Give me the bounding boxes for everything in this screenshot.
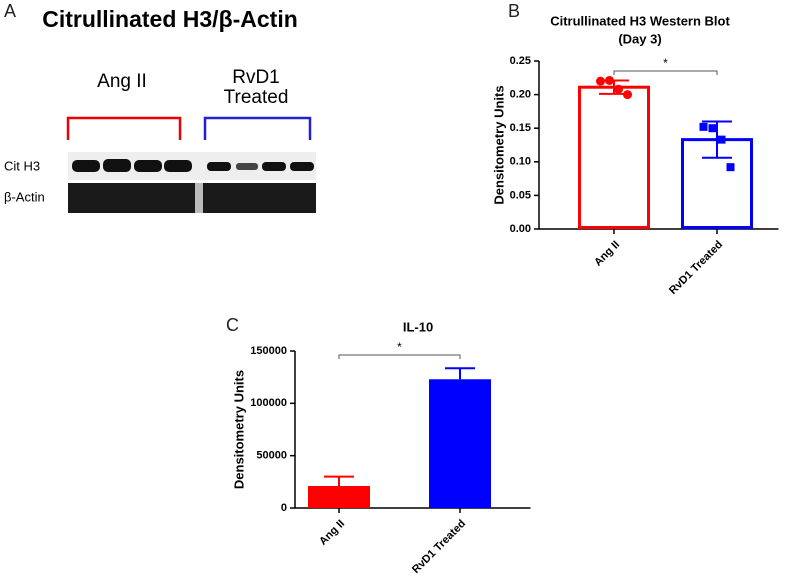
blot-group: Ang II	[97, 71, 147, 92]
blot-strip	[68, 183, 316, 213]
chart-title: IL-10	[403, 319, 433, 334]
data-point	[596, 76, 605, 86]
significance-bracket	[338, 354, 461, 359]
y-axis-label: Densitometry Units	[231, 370, 246, 489]
bar	[578, 85, 650, 230]
y-axis-label: Densitometry Units	[491, 85, 506, 204]
bar	[308, 486, 370, 508]
panel-label: C	[226, 315, 239, 335]
y-tick-label: 150000	[250, 345, 287, 357]
y-tick-label: 0	[281, 502, 287, 514]
blot-row-label: Cit H3	[4, 158, 40, 173]
data-point	[614, 84, 623, 94]
bands	[72, 159, 314, 172]
chart-title: Citrullinated H3 Western Blot	[550, 13, 730, 28]
blot-title: Citrullinated H3/β-Actin	[42, 6, 298, 32]
bracket	[203, 116, 312, 140]
x-tick-label: Ang II	[592, 239, 622, 269]
bar	[681, 138, 753, 229]
x-tick-label: Ang II	[317, 518, 347, 548]
y-tick-label: 0.10	[510, 156, 531, 168]
data-point	[708, 124, 717, 133]
data-point	[605, 75, 614, 85]
y-tick-label: 0.20	[510, 89, 531, 101]
y-tick-label: 0.00	[510, 223, 531, 235]
y-tick-label: 0.05	[510, 189, 531, 201]
bar	[429, 379, 491, 508]
data-point	[717, 135, 726, 144]
x-tick-label: RvD1 Treated	[667, 239, 725, 297]
bracket	[66, 116, 182, 140]
x-tick-label: RvD1 Treated	[410, 518, 468, 576]
panel-label: B	[508, 1, 520, 21]
y-tick-label: 0.15	[510, 122, 531, 134]
y-tick-label: 100000	[250, 397, 287, 409]
significance-bracket	[613, 70, 718, 75]
data-point	[699, 122, 708, 131]
y-tick-label: 0.25	[510, 55, 531, 67]
y-tick-label: 50000	[256, 450, 287, 462]
panel-label: A	[4, 1, 16, 21]
significance-label: *	[397, 340, 402, 354]
data-point	[726, 163, 735, 172]
blot-row-label: β-Actin	[4, 189, 45, 204]
data-point	[623, 90, 632, 100]
chart-subtitle: (Day 3)	[618, 31, 661, 46]
significance-label: *	[663, 56, 668, 70]
blot-gap	[195, 183, 203, 213]
blot-group: RvD1 Treated	[223, 68, 289, 108]
blot-group-box: RvD1 Treated	[223, 68, 289, 108]
